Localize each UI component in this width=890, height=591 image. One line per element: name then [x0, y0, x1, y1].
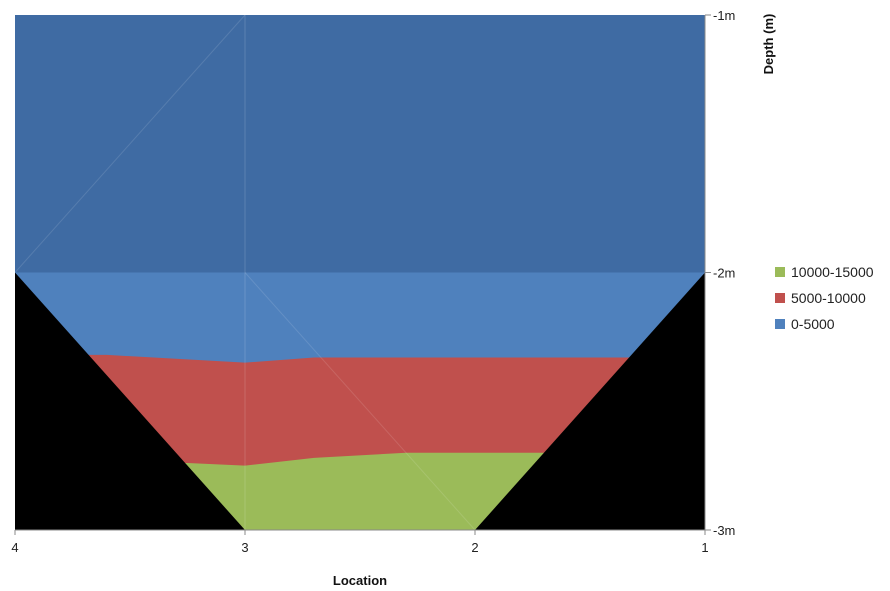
diagonal-line	[244, 272, 476, 531]
legend-item: 10000-15000	[775, 259, 874, 285]
legend-swatch	[775, 293, 785, 303]
left-mask	[15, 272, 245, 530]
legend-label: 0-5000	[791, 316, 835, 332]
diagonal-line	[14, 14, 246, 273]
y-tick-label: -2m	[713, 266, 735, 281]
x-tick-label: 4	[11, 540, 18, 555]
x-tick-label: 2	[471, 540, 478, 555]
x-tick-label: 3	[241, 540, 248, 555]
legend-label: 10000-15000	[791, 264, 874, 280]
legend-item: 0-5000	[775, 311, 874, 337]
y-axis-title: Depth (m)	[761, 14, 776, 75]
x-axis-title: Location	[333, 573, 387, 588]
x-tick-label: 1	[701, 540, 708, 555]
legend-label: 5000-10000	[791, 290, 866, 306]
legend-swatch	[775, 267, 785, 277]
legend-swatch	[775, 319, 785, 329]
legend: 10000-15000 5000-10000 0-5000	[775, 259, 874, 337]
y-tick-label: -3m	[713, 523, 735, 538]
axes: 4 3 2 1 -1m -2m -3m	[11, 8, 735, 555]
plot-area	[14, 14, 705, 531]
right-mask	[475, 272, 705, 530]
top-region	[15, 15, 705, 273]
legend-item: 5000-10000	[775, 285, 874, 311]
y-tick-label: -1m	[713, 8, 735, 23]
